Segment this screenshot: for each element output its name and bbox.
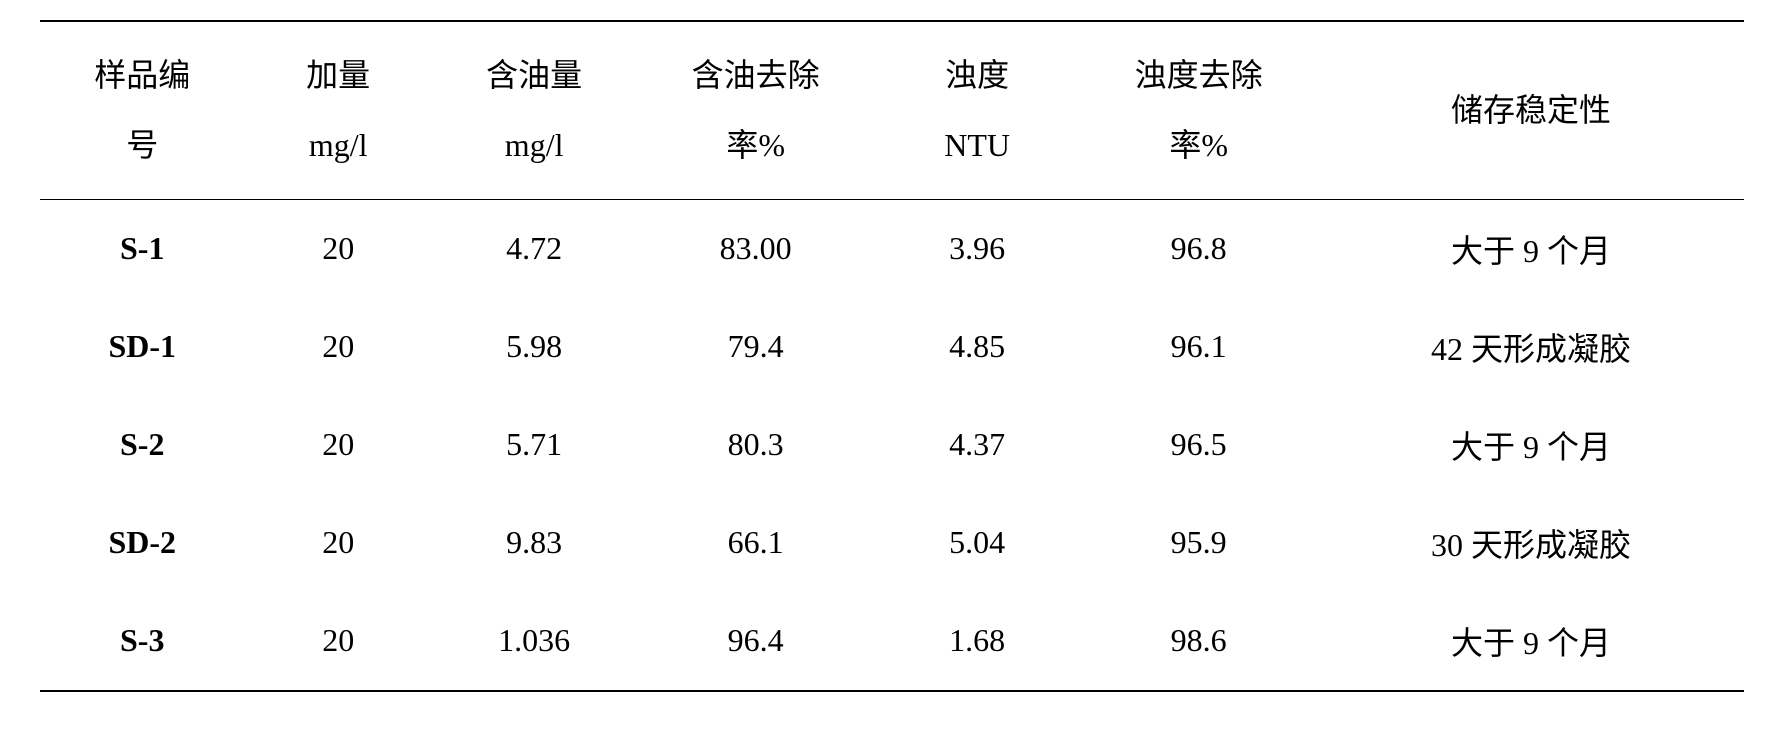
column-header-line1: 浊度去除: [1135, 57, 1263, 93]
column-header-6: 储存稳定性: [1318, 21, 1744, 199]
cell-dose: 20: [244, 298, 431, 396]
column-header-line2: 号: [126, 127, 158, 163]
cell-turbidity_removal: 96.8: [1079, 199, 1318, 298]
table-row: S-2205.7180.34.3796.5大于 9 个月: [40, 396, 1744, 494]
data-table: 样品编号加量mg/l含油量mg/l含油去除率%浊度NTU浊度去除率%储存稳定性 …: [40, 20, 1744, 692]
cell-oil: 5.98: [432, 298, 636, 396]
column-header-line1: 加量: [306, 57, 370, 93]
header-row: 样品编号加量mg/l含油量mg/l含油去除率%浊度NTU浊度去除率%储存稳定性: [40, 21, 1744, 199]
cell-oil_removal: 83.00: [636, 199, 875, 298]
table-row: SD-1205.9879.44.8596.142 天形成凝胶: [40, 298, 1744, 396]
cell-oil: 5.71: [432, 396, 636, 494]
table-body: S-1204.7283.003.9696.8大于 9 个月SD-1205.987…: [40, 199, 1744, 691]
column-header-line2: NTU: [944, 127, 1010, 163]
column-header-line2: 率%: [1169, 127, 1228, 163]
cell-turbidity: 1.68: [875, 592, 1079, 691]
column-header-line1: 浊度: [945, 57, 1009, 93]
column-header-line1: 含油去除: [692, 57, 820, 93]
column-header-1: 加量 mg/l: [244, 21, 431, 199]
cell-turbidity: 3.96: [875, 199, 1079, 298]
cell-oil: 1.036: [432, 592, 636, 691]
cell-oil: 9.83: [432, 494, 636, 592]
cell-turbidity: 5.04: [875, 494, 1079, 592]
cell-sample: S-3: [40, 592, 244, 691]
table-row: SD-2209.8366.15.0495.930 天形成凝胶: [40, 494, 1744, 592]
column-header-2: 含油量 mg/l: [432, 21, 636, 199]
column-header-line2: mg/l: [505, 127, 564, 163]
cell-stability: 大于 9 个月: [1318, 592, 1744, 691]
cell-turbidity: 4.37: [875, 396, 1079, 494]
table-row: S-3201.03696.41.6898.6大于 9 个月: [40, 592, 1744, 691]
column-header-3: 含油去除率%: [636, 21, 875, 199]
cell-dose: 20: [244, 494, 431, 592]
cell-stability: 大于 9 个月: [1318, 199, 1744, 298]
cell-sample: S-1: [40, 199, 244, 298]
cell-turbidity_removal: 96.1: [1079, 298, 1318, 396]
cell-stability: 大于 9 个月: [1318, 396, 1744, 494]
cell-turbidity_removal: 95.9: [1079, 494, 1318, 592]
column-header-5: 浊度去除率%: [1079, 21, 1318, 199]
cell-oil_removal: 96.4: [636, 592, 875, 691]
cell-dose: 20: [244, 199, 431, 298]
table-header: 样品编号加量mg/l含油量mg/l含油去除率%浊度NTU浊度去除率%储存稳定性: [40, 21, 1744, 199]
cell-oil_removal: 80.3: [636, 396, 875, 494]
column-header-4: 浊度 NTU: [875, 21, 1079, 199]
cell-turbidity: 4.85: [875, 298, 1079, 396]
cell-stability: 42 天形成凝胶: [1318, 298, 1744, 396]
cell-dose: 20: [244, 396, 431, 494]
column-header-line2: 率%: [726, 127, 785, 163]
cell-turbidity_removal: 98.6: [1079, 592, 1318, 691]
cell-oil: 4.72: [432, 199, 636, 298]
cell-sample: S-2: [40, 396, 244, 494]
column-header-line2: mg/l: [309, 127, 368, 163]
column-header-line1: 含油量: [486, 57, 582, 93]
cell-stability: 30 天形成凝胶: [1318, 494, 1744, 592]
cell-oil_removal: 79.4: [636, 298, 875, 396]
cell-sample: SD-2: [40, 494, 244, 592]
column-header-line1: 样品编: [94, 57, 190, 93]
cell-dose: 20: [244, 592, 431, 691]
column-header-0: 样品编号: [40, 21, 244, 199]
cell-oil_removal: 66.1: [636, 494, 875, 592]
cell-turbidity_removal: 96.5: [1079, 396, 1318, 494]
cell-sample: SD-1: [40, 298, 244, 396]
table-row: S-1204.7283.003.9696.8大于 9 个月: [40, 199, 1744, 298]
